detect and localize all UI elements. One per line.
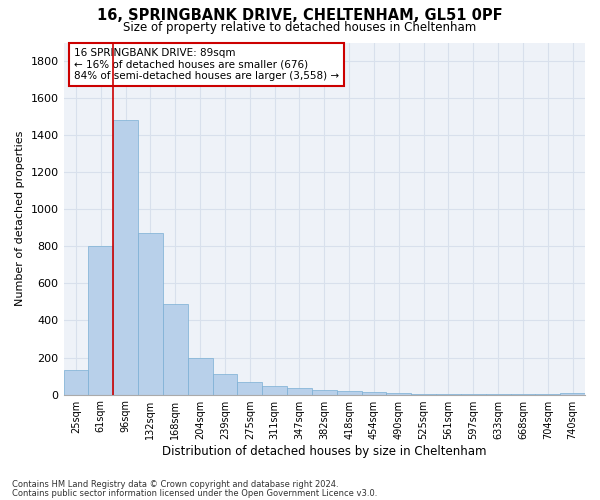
- Text: Contains HM Land Registry data © Crown copyright and database right 2024.: Contains HM Land Registry data © Crown c…: [12, 480, 338, 489]
- Bar: [238, 382, 262, 394]
- Bar: [212, 374, 238, 394]
- Bar: [287, 388, 312, 394]
- Bar: [138, 234, 163, 394]
- Bar: [337, 391, 362, 394]
- Bar: [386, 393, 411, 394]
- Text: Contains public sector information licensed under the Open Government Licence v3: Contains public sector information licen…: [12, 488, 377, 498]
- Bar: [560, 392, 585, 394]
- Text: Size of property relative to detached houses in Cheltenham: Size of property relative to detached ho…: [124, 22, 476, 35]
- Text: 16, SPRINGBANK DRIVE, CHELTENHAM, GL51 0PF: 16, SPRINGBANK DRIVE, CHELTENHAM, GL51 0…: [97, 8, 503, 22]
- Bar: [312, 390, 337, 394]
- Y-axis label: Number of detached properties: Number of detached properties: [15, 131, 25, 306]
- Bar: [113, 120, 138, 394]
- Bar: [188, 358, 212, 395]
- Text: 16 SPRINGBANK DRIVE: 89sqm
← 16% of detached houses are smaller (676)
84% of sem: 16 SPRINGBANK DRIVE: 89sqm ← 16% of deta…: [74, 48, 339, 81]
- Bar: [64, 370, 88, 394]
- Bar: [163, 304, 188, 394]
- X-axis label: Distribution of detached houses by size in Cheltenham: Distribution of detached houses by size …: [162, 444, 487, 458]
- Bar: [362, 392, 386, 394]
- Bar: [88, 246, 113, 394]
- Bar: [262, 386, 287, 394]
